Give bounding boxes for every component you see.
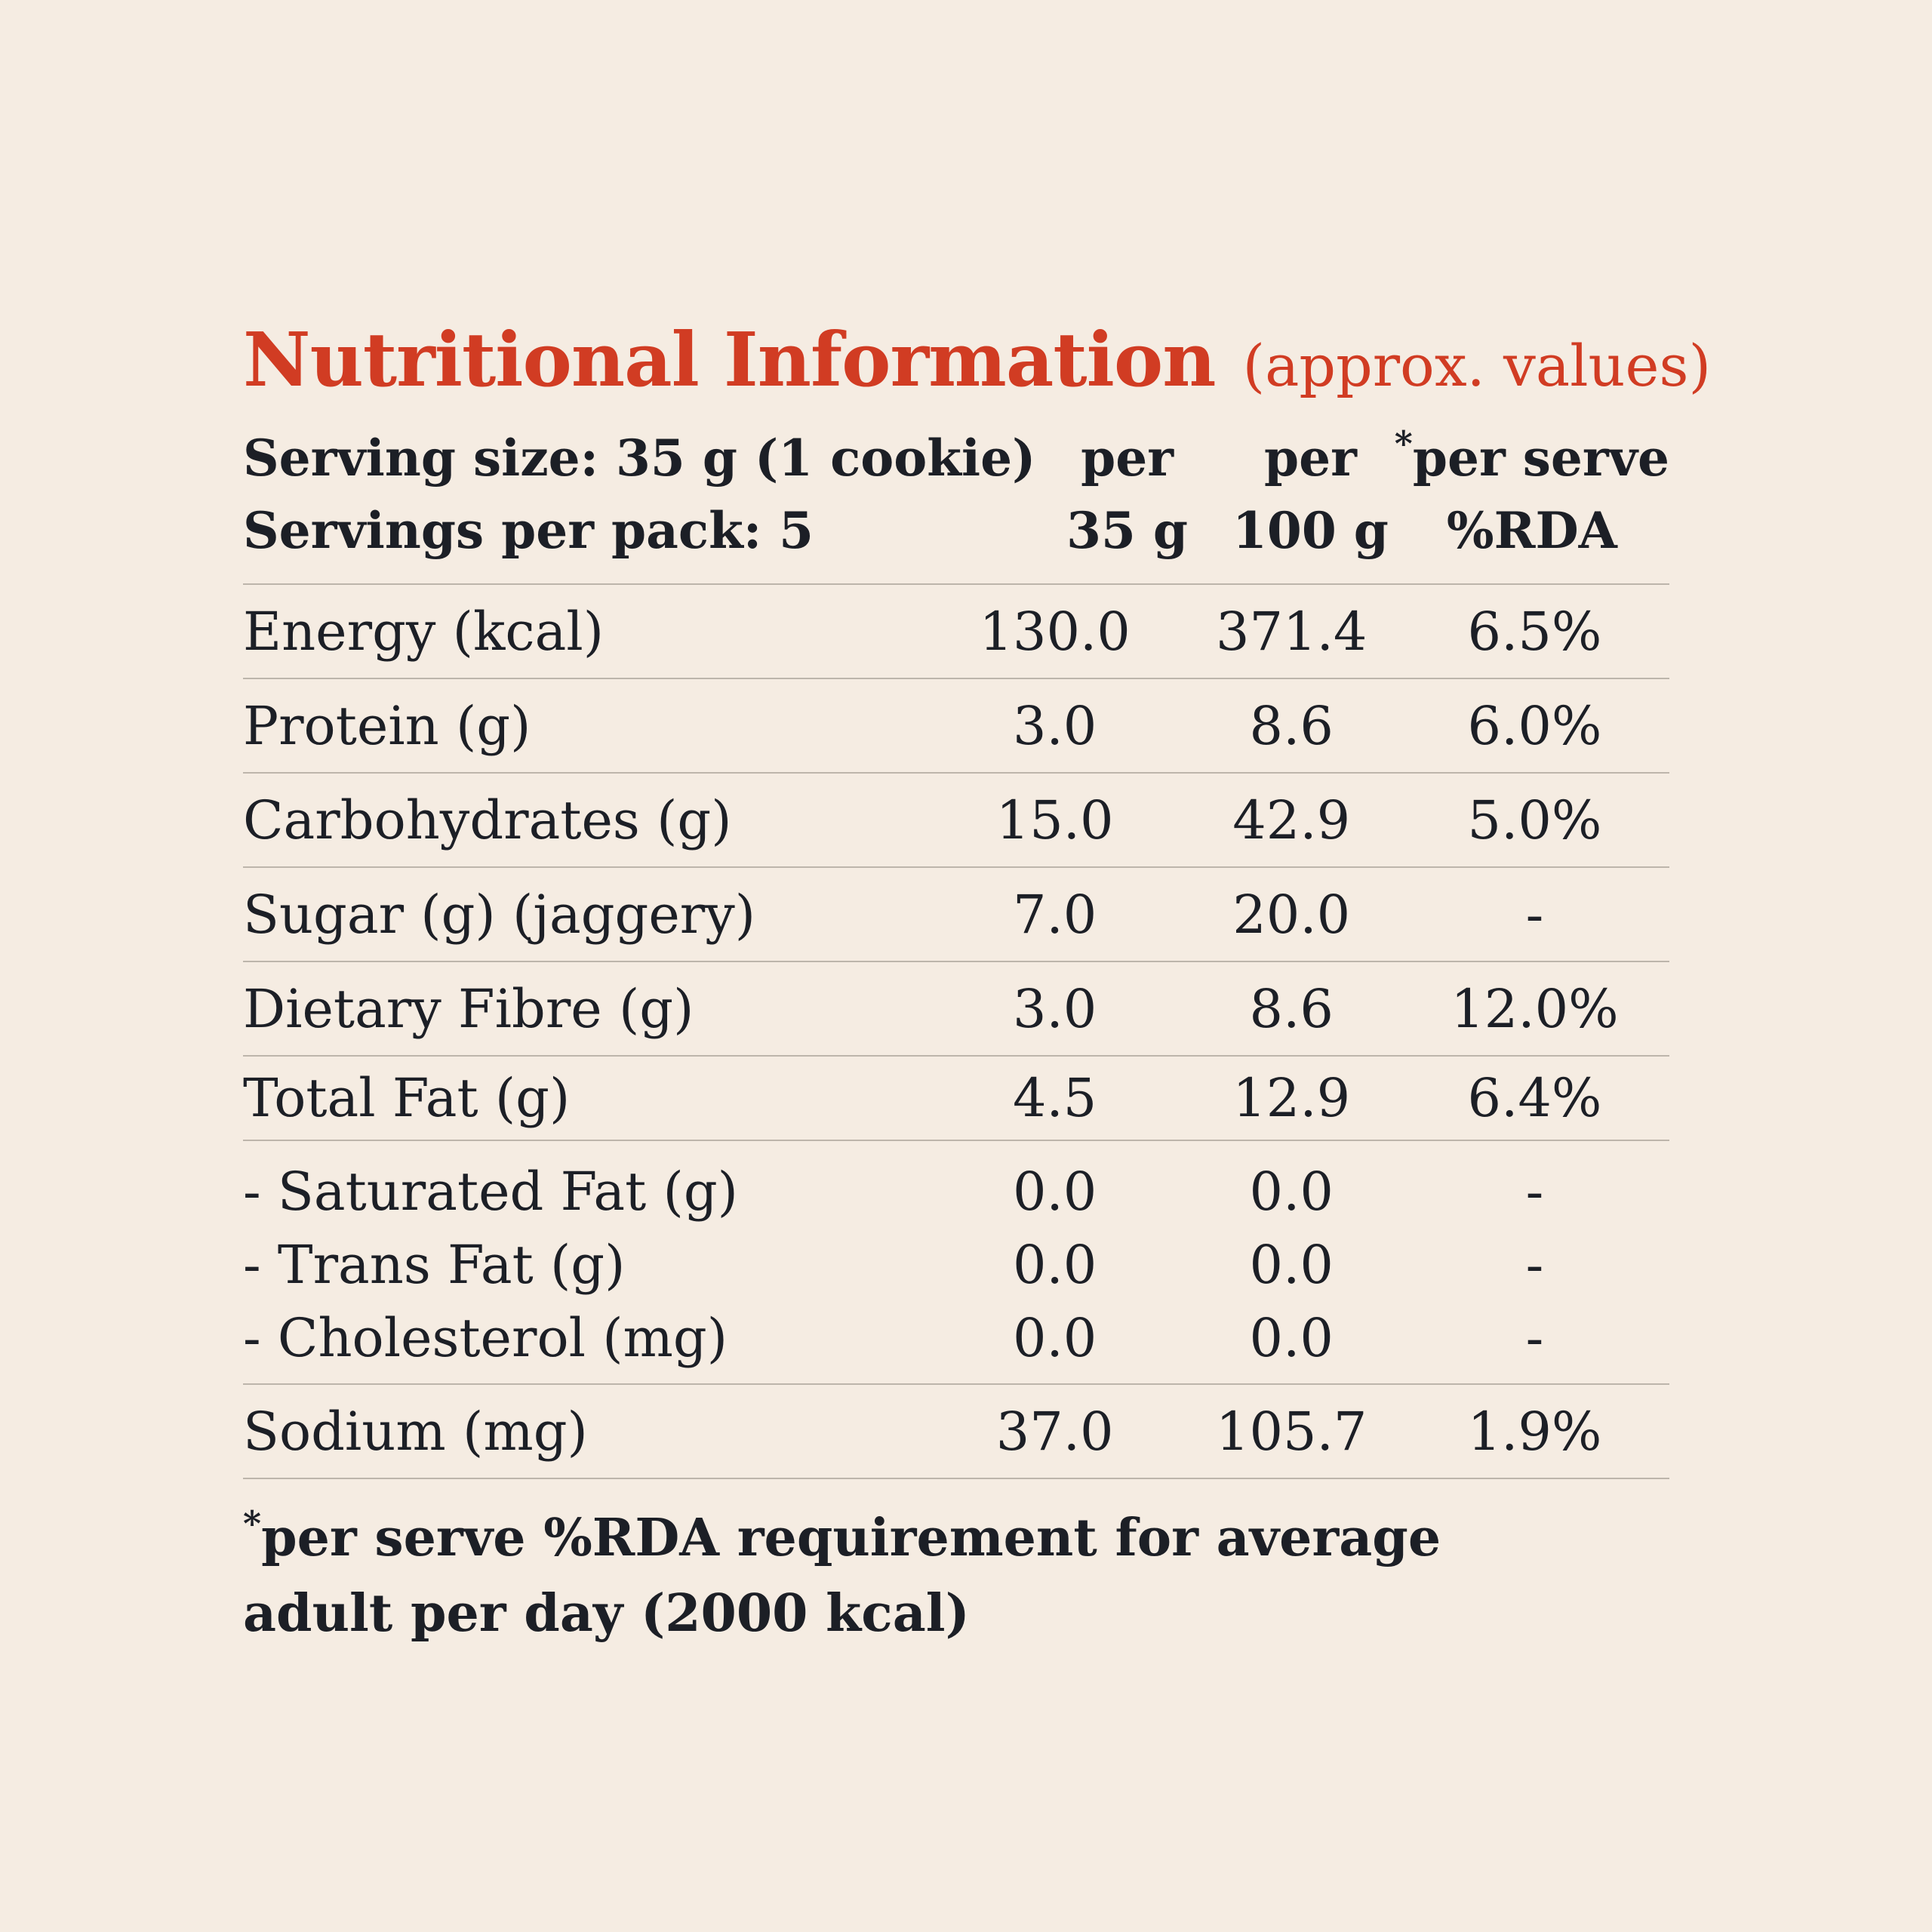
table-row: Dietary Fibre (g) 3.0 8.6 12.0% [243,962,1669,1057]
table-row: Carbohydrates (g) 15.0 42.9 5.0% [243,774,1669,868]
value-rda: 6.4% [1467,1067,1602,1129]
value-per-35g: 0.0 [1012,1233,1097,1296]
value-rda: - [1525,1160,1544,1223]
asterisk-mark: * [1394,423,1413,464]
nutrient-label: - Saturated Fat (g) [243,1160,738,1223]
page-title: Nutritional Information [243,317,1216,404]
value-per-100g: 42.9 [1232,789,1351,851]
table-row: Total Fat (g) 4.5 12.9 6.4% [243,1057,1669,1141]
table-row: Sugar (g) (jaggery) 7.0 20.0 - [243,868,1669,962]
value-per-100g: 371.4 [1215,600,1367,663]
column-header-per-35g-line2: 35 g [1066,501,1189,560]
table-row: Protein (g) 3.0 8.6 6.0% [243,679,1669,774]
value-per-100g: 105.7 [1215,1400,1367,1463]
value-per-35g: 15.0 [995,789,1114,851]
table-header: Serving size: 35 g (1 cookie) Servings p… [243,422,1669,585]
value-rda: 1.9% [1467,1400,1602,1463]
value-rda: 12.0% [1451,977,1619,1040]
value-per-35g: 3.0 [1012,977,1097,1040]
table-row: - Saturated Fat (g) 0.0 0.0 - [243,1155,1669,1228]
value-per-100g: 0.0 [1249,1233,1334,1296]
value-per-35g: 0.0 [1012,1160,1097,1223]
serving-info: Serving size: 35 g (1 cookie) Servings p… [243,422,1036,567]
nutrition-panel: Nutritional Information (approx. values)… [243,317,1711,1651]
fat-breakdown-group: - Saturated Fat (g) 0.0 0.0 - - Trans Fa… [243,1141,1669,1385]
column-header-rda-line1: *per serve [1395,422,1669,494]
footnote-text: per serve %RDA requirement for average a… [243,1508,1441,1644]
value-per-35g: 7.0 [1012,883,1097,946]
value-per-100g: 20.0 [1232,883,1351,946]
value-per-35g: 0.0 [1012,1306,1097,1369]
value-per-35g: 37.0 [995,1400,1114,1463]
column-header-rda-line2: %RDA [1446,501,1617,560]
value-per-35g: 3.0 [1012,694,1097,757]
value-rda: - [1525,1233,1544,1296]
nutrient-label: Dietary Fibre (g) [243,977,694,1040]
column-header-rda-text: per serve [1412,429,1669,488]
servings-per-pack: Servings per pack: 5 [243,501,814,560]
value-rda: 6.5% [1467,600,1602,663]
column-header-per-35g: per 35 g [1028,422,1226,567]
table-row: Sodium (mg) 37.0 105.7 1.9% [243,1385,1669,1479]
nutrient-label: Energy (kcal) [243,600,605,663]
value-per-100g: 12.9 [1232,1067,1351,1129]
page-subtitle: (approx. values) [1242,332,1712,399]
nutrient-label: Protein (g) [243,694,531,757]
serving-size: Serving size: 35 g (1 cookie) [243,429,1036,488]
footnote-asterisk: * [243,1503,262,1544]
value-rda: 5.0% [1467,789,1602,851]
column-header-per-100g: per 100 g [1226,422,1395,567]
value-per-100g: 0.0 [1249,1306,1334,1369]
value-rda: - [1525,1306,1544,1369]
column-header-per-35g-line1: per [1081,429,1174,488]
column-header-rda: *per serve %RDA [1395,422,1669,567]
value-per-100g: 8.6 [1249,977,1334,1040]
value-rda: - [1525,883,1544,946]
value-per-100g: 0.0 [1249,1160,1334,1223]
nutrient-label: Sugar (g) (jaggery) [243,883,756,946]
nutrient-rows: Energy (kcal) 130.0 371.4 6.5% Protein (… [243,585,1669,1141]
footnote: *per serve %RDA requirement for average … [243,1500,1601,1651]
nutrient-label: Carbohydrates (g) [243,789,732,851]
nutrient-label: Total Fat (g) [243,1067,571,1129]
value-per-35g: 130.0 [979,600,1131,663]
table-row: - Trans Fat (g) 0.0 0.0 - [243,1228,1669,1301]
value-per-35g: 4.5 [1012,1067,1097,1129]
title-row: Nutritional Information (approx. values) [243,317,1711,404]
column-header-per-100g-line1: per [1263,429,1357,488]
column-header-per-100g-line2: 100 g [1232,501,1389,560]
table-row: Energy (kcal) 130.0 371.4 6.5% [243,585,1669,679]
nutrient-label: Sodium (mg) [243,1400,588,1463]
table-row: - Cholesterol (mg) 0.0 0.0 - [243,1301,1669,1374]
nutrient-label: - Trans Fat (g) [243,1233,626,1296]
nutrient-label: - Cholesterol (mg) [243,1306,728,1369]
value-rda: 6.0% [1467,694,1602,757]
value-per-100g: 8.6 [1249,694,1334,757]
